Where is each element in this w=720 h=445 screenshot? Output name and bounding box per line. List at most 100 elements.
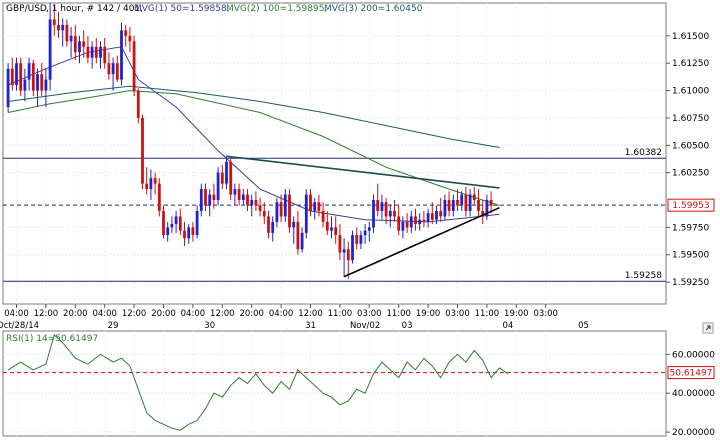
candle-body — [430, 213, 434, 220]
candle-body — [254, 200, 258, 206]
candle-body — [136, 90, 140, 118]
chart-meta-label: , 1 hour, # 142 / 401, — [46, 4, 143, 14]
rsi-panel — [2, 330, 667, 437]
candle-body — [212, 194, 216, 201]
rsi-tick-label: 60.00000 — [672, 350, 715, 360]
price-tick-label: 1.61250 — [672, 59, 709, 69]
candle-body — [199, 189, 203, 211]
symbol-label: GBP/USD — [6, 4, 47, 14]
time-tick-label: 20:00 — [239, 309, 264, 319]
candle-body — [384, 202, 388, 217]
candle-body — [128, 35, 132, 42]
candle-body — [178, 216, 182, 231]
candle-body — [183, 230, 186, 239]
candle-body — [363, 230, 367, 236]
candle-body — [351, 235, 354, 261]
candle-body — [27, 63, 31, 80]
candle-body — [233, 189, 237, 195]
candle-body — [426, 213, 430, 222]
candle-body — [346, 249, 350, 261]
time-tick-label: 03:00 — [533, 309, 558, 319]
candle-body — [241, 194, 245, 201]
candle-body — [69, 35, 73, 42]
candle-body — [309, 194, 312, 211]
time-tick-label: 11:00 — [386, 309, 411, 319]
candle-body — [292, 221, 296, 228]
time-tick-label: 04:00 — [92, 309, 117, 319]
candle-body — [229, 161, 233, 195]
candle-body — [246, 194, 249, 206]
candle-body — [19, 63, 23, 91]
candle-body — [103, 46, 107, 64]
price-axis: 1.61500 1.61250 1.61000 1.60750 1.60500 1.602… — [666, 32, 709, 288]
candle-body — [397, 216, 401, 231]
ma1-legend: MVG(1) 50=1.59858, — [134, 4, 230, 14]
level-label: 1.59258 — [625, 271, 662, 281]
candle-body — [208, 194, 212, 206]
date-label: 30 — [204, 321, 215, 331]
current-price-box — [667, 198, 715, 212]
time-tick-label: 20:00 — [63, 309, 88, 319]
candle-body — [372, 200, 375, 228]
candle-body — [325, 221, 329, 231]
candle-body — [187, 227, 191, 239]
time-tick-label: 12:00 — [122, 309, 147, 319]
candle-body — [296, 221, 300, 250]
candle-body — [107, 63, 111, 75]
candle-body — [145, 183, 149, 190]
time-tick-label: 12:00 — [298, 309, 323, 319]
candle-body — [288, 194, 291, 228]
candle-body — [166, 227, 170, 236]
candle-body — [388, 210, 392, 217]
price-panel — [2, 2, 667, 305]
candle-body — [40, 74, 44, 91]
candle-body — [464, 194, 468, 211]
candle-body — [359, 235, 363, 244]
candle-body — [44, 79, 48, 91]
time-tick-label: 12:00 — [210, 309, 235, 319]
time-tick-label: 03:00 — [357, 309, 382, 319]
candle-body — [422, 219, 426, 222]
candle-body — [195, 210, 199, 236]
price-grid — [3, 3, 666, 304]
candle-body — [216, 172, 220, 201]
candle-body — [435, 210, 438, 220]
ma3-legend: MVG(3) 200=1.60450 — [324, 4, 423, 14]
candle-body — [262, 210, 266, 217]
rsi-legend: RSI(1) 14=50.61497 — [6, 334, 98, 344]
candle-body — [414, 216, 417, 225]
candle-body — [204, 189, 207, 206]
price-tick-label: 1.59250 — [672, 278, 709, 288]
time-tick-label: 19:00 — [416, 309, 441, 319]
trendlines — [226, 155, 500, 278]
rsi-value-label: 50.61497 — [670, 369, 713, 379]
candle-body — [334, 227, 338, 236]
candle-body — [338, 235, 342, 253]
time-tick-label: 11:00 — [475, 309, 500, 319]
time-axis: 04:00 12:00 20:00 04:00 12:00 20:00 04:00 12:00… — [0, 304, 589, 331]
candle-body — [36, 74, 39, 91]
candle-body — [6, 68, 10, 107]
candle-body — [111, 63, 115, 75]
rsi-tick-label: 40.00000 — [672, 389, 715, 399]
expand-icon[interactable] — [702, 322, 714, 334]
candle-body — [489, 200, 493, 206]
price-tick-label: 1.61500 — [672, 32, 709, 42]
candle-body — [225, 161, 228, 184]
candle-body — [78, 41, 81, 53]
date-label: 29 — [108, 321, 119, 331]
candle-body — [82, 41, 86, 47]
candle-body — [174, 216, 178, 225]
candle-body — [342, 249, 346, 253]
ma-line — [8, 85, 500, 148]
candle-body — [380, 202, 384, 211]
candle-body — [376, 200, 380, 211]
candle-body — [367, 227, 371, 231]
rsi-axis: 60.00000 40.00000 20.00000 50.61497 — [666, 350, 715, 438]
candle-body — [73, 35, 77, 53]
candle-body — [447, 200, 451, 211]
candle-body — [65, 24, 69, 42]
time-tick-label: 04:00 — [4, 309, 29, 319]
rsi-line — [7, 333, 509, 431]
candle-body — [141, 117, 144, 184]
